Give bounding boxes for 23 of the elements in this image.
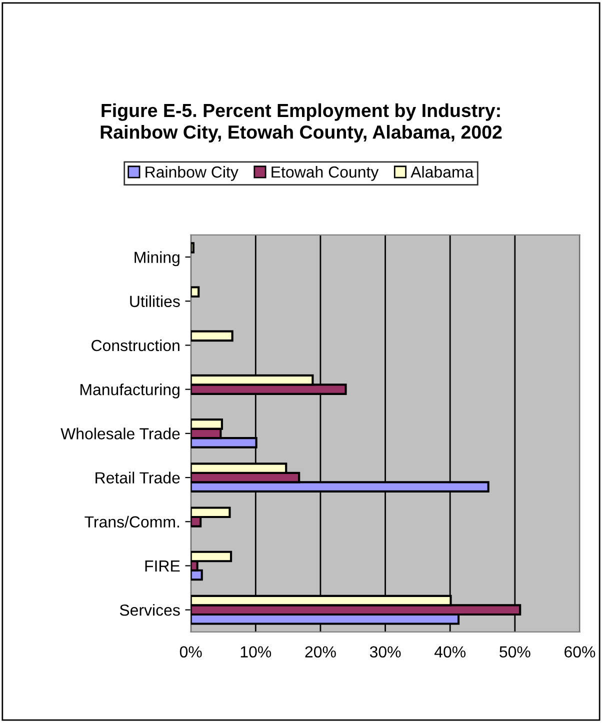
bar [190,286,200,298]
y-tick-label: Wholesale Trade [60,428,180,440]
legend-label: Etowah County [272,166,379,181]
y-tick-label: Mining [134,251,180,266]
bar [190,242,194,254]
bar [190,330,234,342]
x-tick-label: 50% [500,646,530,658]
y-tick-label: FIRE [145,560,180,572]
x-tick-label: 40% [434,646,466,658]
legend-label: Rainbow City [146,166,238,181]
x-tick-label: 30% [370,646,401,658]
x-tick-label: 0% [180,646,202,658]
x-tick-label: 60% [564,646,596,658]
y-tick-label: Retail Trade [96,472,180,484]
x-tick-label: 20% [305,646,336,658]
x-tick-label: 10% [240,646,272,658]
legend-label: Alabama [410,166,474,178]
y-tick-label: Trans/Comm. [84,516,179,528]
chart-title: Figure E-5. Percent Employment by Industry: Rainbow City, Etowah County, Alabama, 2002 [100,103,502,142]
y-tick-label: Construction [92,339,180,352]
y-tick-label: Services [120,604,180,616]
y-tick-label: Manufacturing [80,384,180,398]
y-tick-label: Utilities [130,295,180,308]
